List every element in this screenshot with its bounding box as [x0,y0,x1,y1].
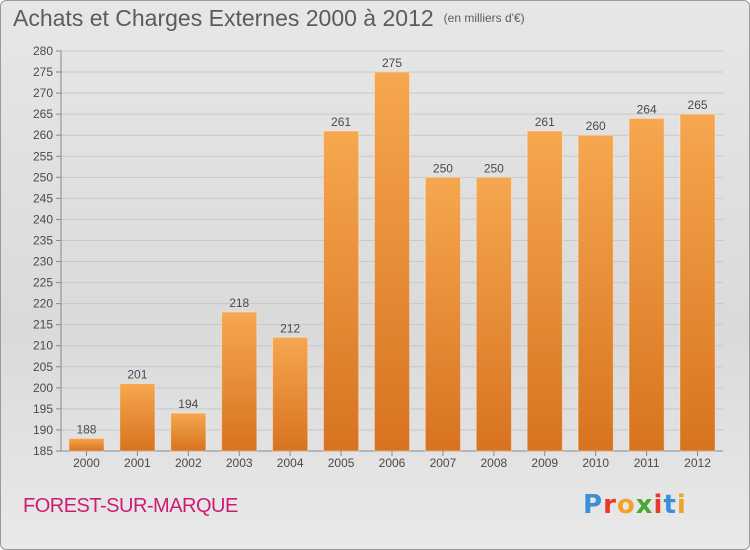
x-tick-label: 2007 [430,456,457,470]
bar [526,130,563,452]
logo-letter: i [676,490,687,520]
bar [679,113,716,452]
y-tick-label: 205 [33,360,53,374]
bar [272,336,309,452]
x-tick-label: 2001 [124,456,151,470]
y-tick-label: 275 [33,65,53,79]
x-tick-label: 2006 [379,456,406,470]
x-tick-label: 2008 [480,456,507,470]
logo-letter: r [603,490,617,520]
data-label: 212 [280,321,300,335]
y-tick-label: 220 [33,297,53,311]
bar [424,176,461,452]
x-tick-label: 2010 [582,456,609,470]
data-label: 188 [76,422,96,436]
bar [628,117,665,452]
proxiti-logo: Proxiti [583,490,687,520]
bar [170,412,207,452]
data-labels: 188 201 194 218 212 261 275 250 250 261 260 264 265 [76,56,707,436]
location-name: FOREST-SUR-MARQUE [23,495,238,517]
logo-letter: t [663,490,677,520]
x-tick-labels: 2000 2001 2002 2003 2004 2005 2006 2007 2008 2009… [73,451,711,470]
x-tick-label: 2004 [277,456,304,470]
data-label: 261 [535,115,555,129]
y-tick-label: 195 [33,402,53,416]
y-tick-label: 270 [33,86,53,100]
x-tick-label: 2002 [175,456,202,470]
y-tick-label: 215 [33,318,53,332]
data-label: 265 [688,98,708,112]
data-label: 260 [586,119,606,133]
subtitle-text: (en milliers d'€) [443,11,525,25]
y-tick-label: 255 [33,149,53,163]
data-label: 275 [382,56,402,70]
bar [119,383,156,452]
title-text: Achats et Charges Externes 2000 à 2012 [13,5,434,31]
bar [577,134,614,452]
data-label: 250 [484,161,504,175]
bar [475,176,512,452]
y-tick-label: 210 [33,339,53,353]
y-tick-label: 260 [33,128,53,142]
bar [373,71,411,452]
bars [68,71,716,452]
logo-letter: i [653,490,664,520]
x-tick-label: 2000 [73,456,100,470]
y-tick-label: 225 [33,276,53,290]
y-tick-label: 265 [33,107,53,121]
y-tick-label: 245 [33,191,53,205]
x-tick-label: 2003 [226,456,253,470]
x-tick-label: 2009 [531,456,558,470]
y-tick-label: 230 [33,255,53,269]
x-tick-label: 2011 [634,456,660,470]
logo-letter: x [635,490,654,520]
logo-letter: o [616,490,636,520]
y-tick-label: 190 [33,423,53,437]
data-label: 264 [637,102,657,116]
data-label: 218 [229,296,249,310]
x-tick-label: 2012 [684,456,711,470]
logo-letter: P [583,490,604,520]
y-tick-label: 280 [33,44,53,58]
y-tick-label: 235 [33,233,53,247]
data-label: 250 [433,161,453,175]
bar [68,437,105,452]
y-tick-label: 250 [33,170,53,184]
y-tick-label: 240 [33,212,53,226]
x-tick-label: 2005 [328,456,355,470]
data-label: 194 [178,397,198,411]
data-label: 201 [127,368,147,382]
data-label: 261 [331,115,351,129]
y-tick-label: 185 [33,444,53,458]
chart-title: Achats et Charges Externes 2000 à 2012 (e… [13,5,525,32]
bar [323,130,360,452]
y-tick-labels: 185 190 195 200 205 210 215 220 225 230 235 240 245 2… [33,44,53,458]
bar [221,311,258,452]
y-tick-label: 200 [33,381,53,395]
